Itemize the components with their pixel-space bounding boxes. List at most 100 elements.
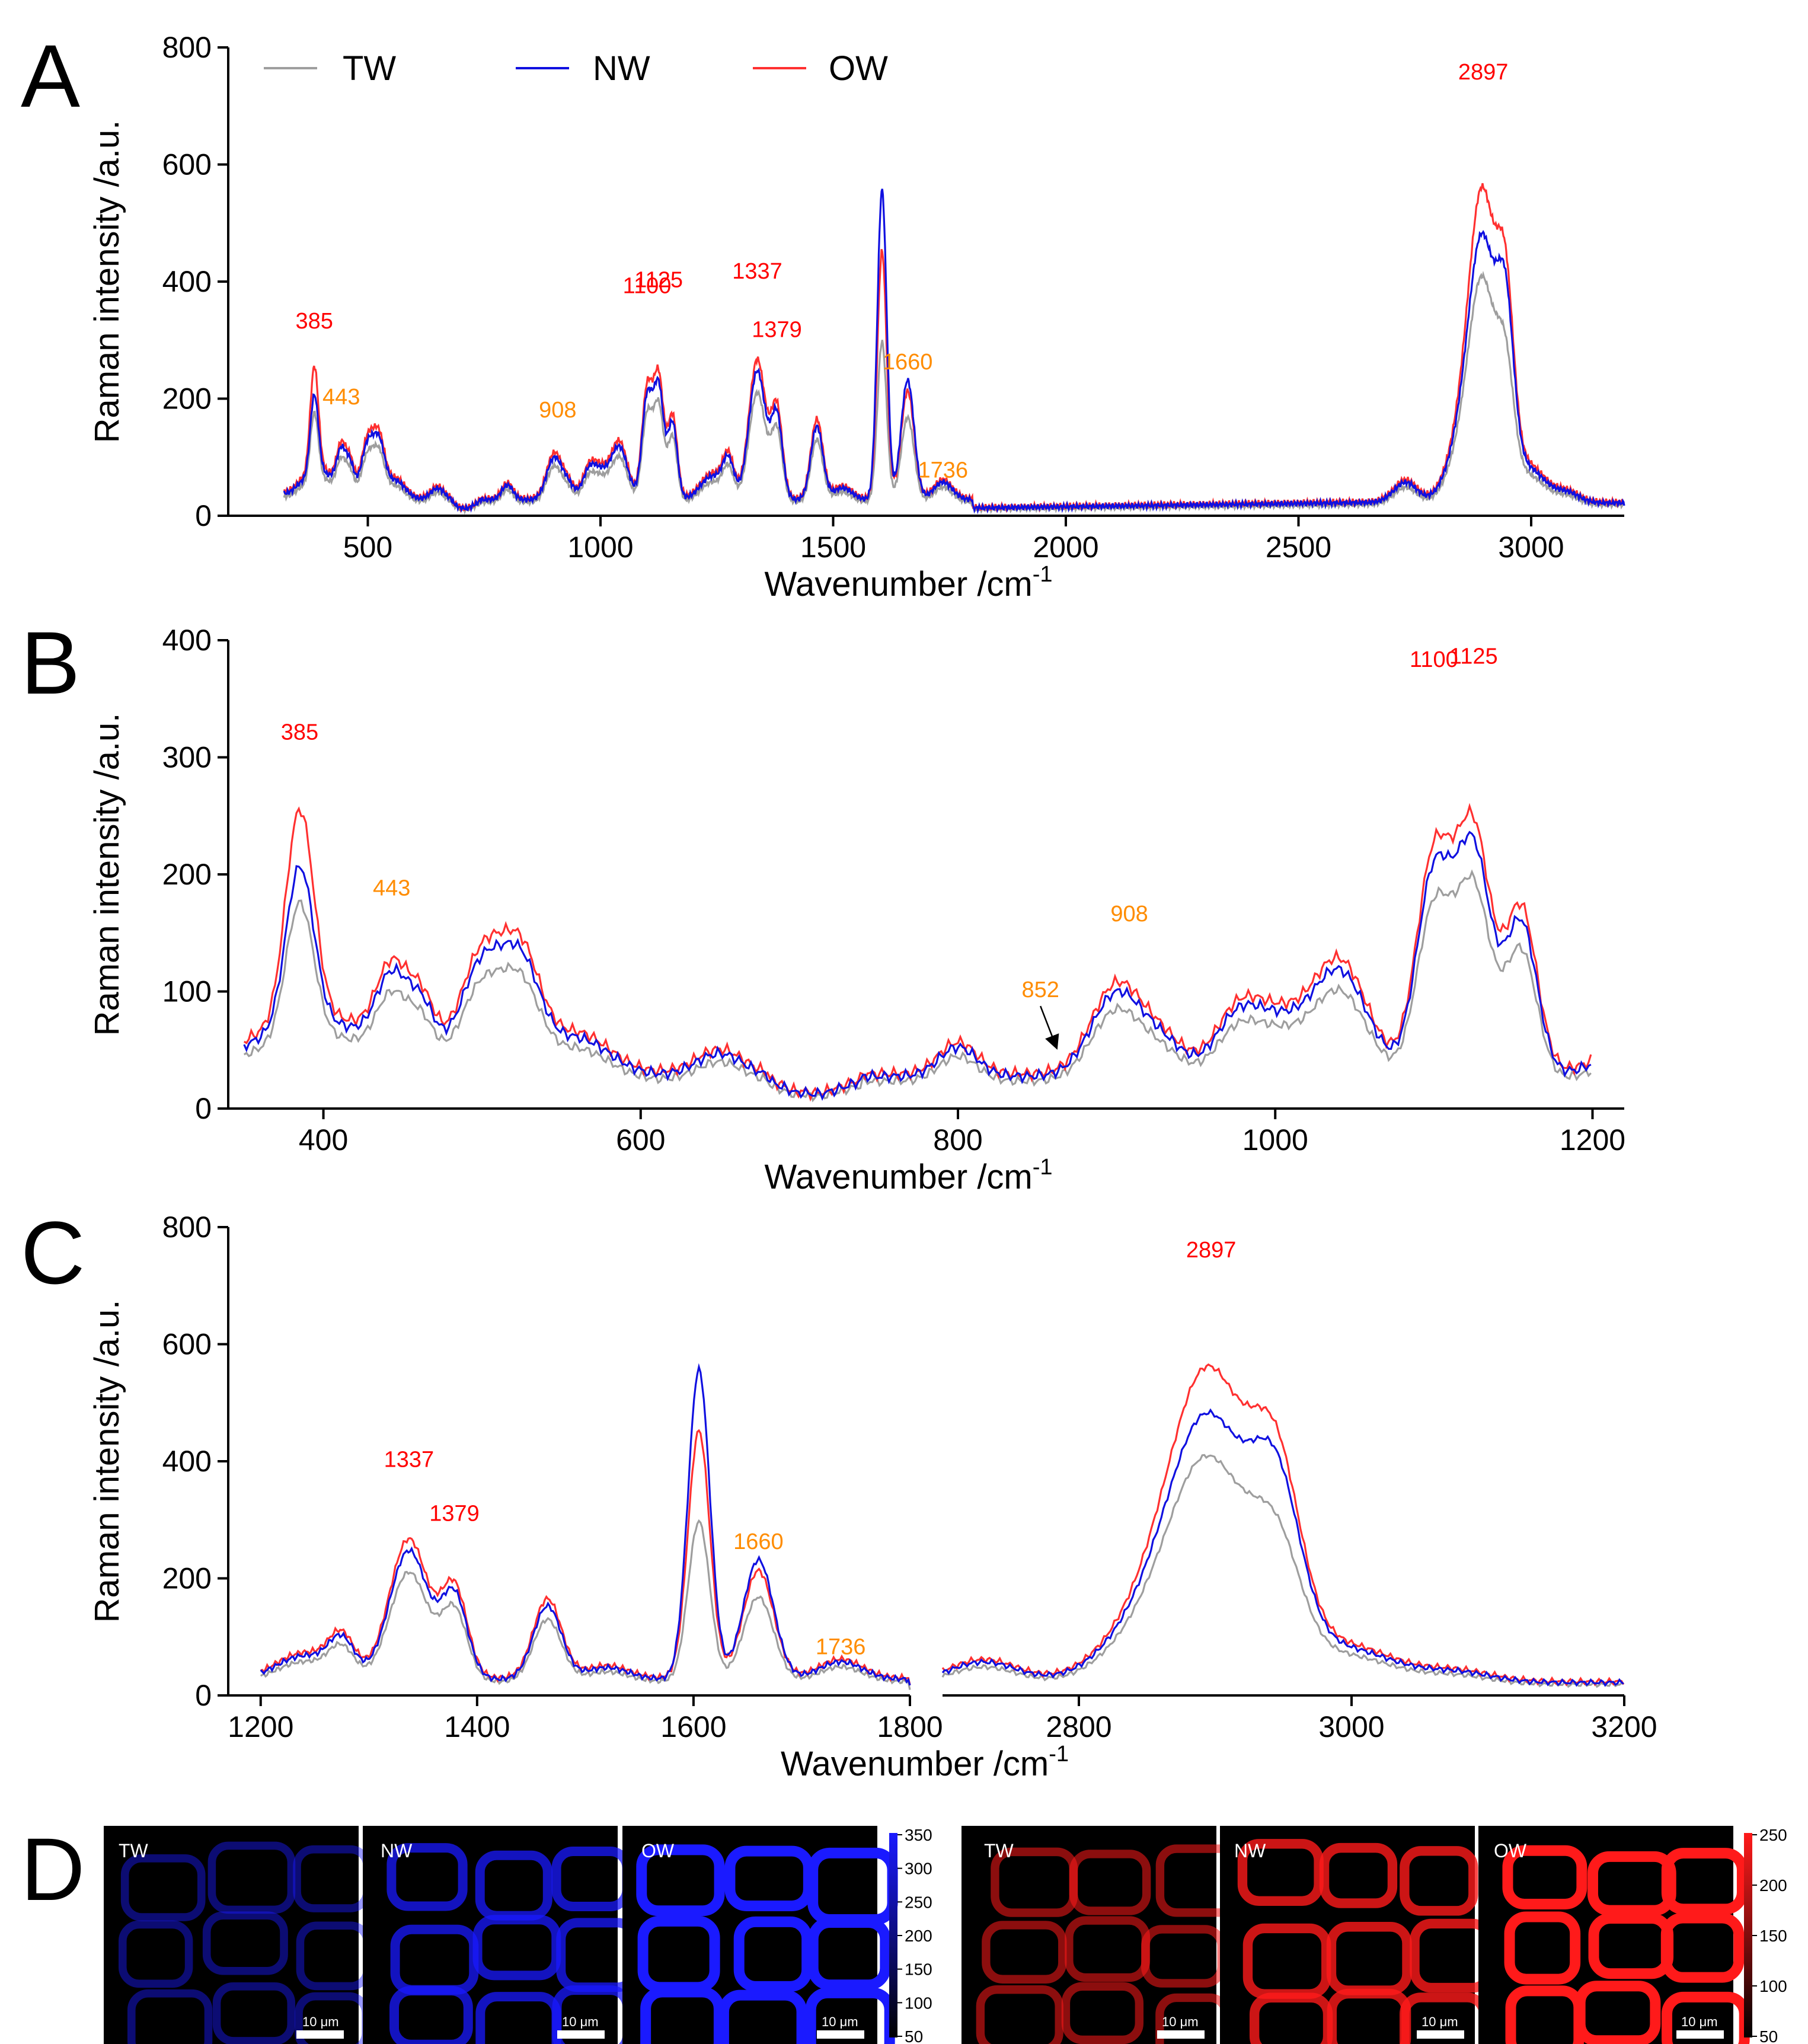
scale-bar-label: 10 μm: [1162, 2014, 1199, 2029]
y-tick-label: 600: [162, 1328, 212, 1361]
colorbar-tick-label: 200: [1759, 1876, 1787, 1895]
legend: TW NW OW: [264, 49, 888, 88]
scale-bar-label: 10 μm: [1681, 2014, 1718, 2029]
x-tick-label: 1000: [567, 531, 633, 564]
micrograph-label: TW: [984, 1840, 1014, 1861]
micrograph-label: NW: [1234, 1840, 1266, 1861]
peak-label-385: 385: [281, 720, 318, 745]
colorbar-gradient: [889, 1833, 897, 2037]
cell-wall: [202, 1911, 288, 1975]
x-tick-label: 3200: [1591, 1710, 1657, 1743]
micrograph-blue-tw: TW 10 μm: [104, 1826, 372, 2044]
x-axis-title-sup: -1: [1049, 1742, 1069, 1767]
x-axis-title: Wavenumber /cm-1: [764, 1155, 1052, 1196]
micrograph-label: NW: [381, 1840, 413, 1861]
cell-wall: [733, 1916, 813, 1992]
colorbar-tick-label: 50: [1759, 2027, 1778, 2044]
micrograph-bg: [622, 1826, 877, 2044]
scale-bar-label: 10 μm: [1422, 2014, 1458, 2029]
panel-letter-a: A: [21, 26, 80, 126]
scale-bar-label: 10 μm: [562, 2014, 599, 2029]
scale-bar-label: 10 μm: [822, 2014, 858, 2029]
chart-panel-c: 1200 1400 1600 1800 2800 3000 3200 0 200 400 600 80…: [88, 1211, 1657, 1783]
x-tick-label: 1200: [1560, 1123, 1625, 1157]
y-tick-label: 800: [162, 1211, 212, 1244]
x-tick-label: 1000: [1242, 1123, 1308, 1157]
x-tick-label: 800: [933, 1123, 982, 1157]
colorbar-tick-label: 100: [905, 1994, 932, 2012]
peak-label-443: 443: [322, 385, 360, 410]
scale-bar: [1676, 2030, 1724, 2039]
series-line-ow: [243, 803, 1592, 1102]
peak-label-1125: 1125: [1449, 644, 1498, 669]
micrograph-bg: [1220, 1826, 1475, 2044]
cell-wall: [120, 1854, 206, 1921]
y-tick-label: 600: [162, 148, 212, 181]
colorbar-tick-label: 200: [905, 1927, 932, 1945]
x-tick-label: 1200: [228, 1710, 293, 1743]
micrograph-red-tw: TW 10 μm: [962, 1826, 1241, 2044]
scale-bar: [1157, 2030, 1205, 2039]
micrograph-bg: [962, 1826, 1216, 2044]
cell-wall: [807, 1917, 891, 1991]
series-line-nw: [941, 1408, 1624, 1687]
colorbar-tick-label: 150: [905, 1960, 932, 1979]
micrograph-blue-nw: NW 10 μm: [363, 1826, 639, 2044]
y-tick-label: 400: [162, 265, 212, 298]
cell-wall: [386, 1843, 468, 1911]
cell-wall: [1574, 1981, 1661, 2044]
peak-label-1736: 1736: [918, 458, 968, 483]
colorbar-tick-label: 350: [905, 1826, 932, 1844]
colorbar-red: 250 200 150 100 50: [1744, 1826, 1787, 2044]
colorbar-tick-label: 100: [1759, 1977, 1787, 1995]
cell-wall: [389, 1986, 473, 2044]
panel-letter-d: D: [21, 1819, 85, 1919]
peak-label-1736: 1736: [816, 1635, 866, 1660]
x-tick-label: 3000: [1498, 531, 1564, 564]
y-axis-title: Raman intensity /a.u.: [88, 713, 126, 1036]
peak-label-1100: 1100: [623, 274, 672, 299]
cell-walls: [386, 1843, 639, 2044]
colorbar-tick-label: 150: [1759, 1927, 1787, 1945]
micrograph-red-ow: OW 10 μm: [1478, 1826, 1750, 2044]
cell-walls: [1502, 1845, 1750, 2044]
peak-label-443: 443: [373, 876, 410, 900]
scale-bar: [557, 2030, 605, 2039]
peak-label-1125: 1125: [634, 268, 683, 293]
cell-wall: [1504, 1911, 1581, 1985]
legend-label-nw: NW: [593, 49, 650, 88]
colorbar-tick-label: 250: [905, 1893, 932, 1911]
legend-label-tw: TW: [343, 49, 396, 88]
cell-wall: [1319, 1842, 1398, 1908]
micrograph-panel: TW 10 μm NW 10 μm OW 10 μm 350 300 250 200 1…: [104, 1826, 1787, 2044]
series-line-tw: [941, 1454, 1624, 1688]
colorbar-blue: 350 300 250 200 150 100 50: [889, 1826, 932, 2044]
x-tick-label: 500: [343, 531, 392, 564]
cell-wall: [1237, 1839, 1324, 1906]
scale-bar: [296, 2030, 344, 2039]
peak-label-852: 852: [1021, 978, 1059, 1002]
cell-wall: [718, 1989, 807, 2044]
x-axis-title-sup: -1: [1033, 562, 1053, 587]
cell-wall: [1069, 1850, 1151, 1915]
x-tick-label: 1400: [444, 1710, 510, 1743]
series-line-nw: [283, 189, 1625, 515]
micrograph-label: TW: [119, 1840, 149, 1861]
micrograph-label: OW: [1494, 1840, 1527, 1861]
chart-panel-b: 400 600 800 1000 1200 0 100 200 300 400 Wavenumber…: [88, 624, 1625, 1196]
cell-wall: [1400, 1846, 1478, 1916]
cell-wall: [976, 1985, 1063, 2044]
scale-bar: [817, 2030, 864, 2039]
x-axis-title: Wavenumber /cm-1: [764, 562, 1052, 603]
series-line-ow: [260, 1429, 911, 1685]
peak-label-1100: 1100: [1410, 647, 1458, 672]
micrograph-label: OW: [641, 1840, 675, 1861]
y-tick-label: 200: [162, 382, 212, 416]
series-line-ow: [941, 1363, 1625, 1687]
scale-bar: [1417, 2030, 1464, 2039]
peak-label-1660: 1660: [733, 1529, 784, 1554]
cell-wall: [1660, 1912, 1745, 1983]
series-line-nw: [260, 1363, 911, 1686]
colorbar-tick-label: 250: [1759, 1826, 1787, 1844]
y-axis-title: Raman intensity /a.u.: [88, 120, 126, 443]
